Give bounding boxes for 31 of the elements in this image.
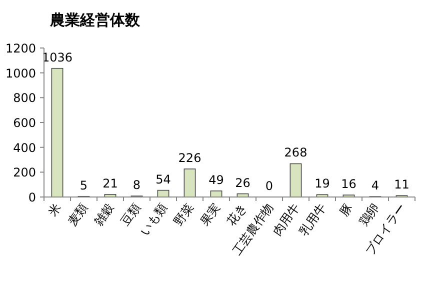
data-label: 49 — [208, 172, 224, 187]
y-tick-label: 400 — [13, 140, 36, 155]
x-tick-label: 豚 — [336, 200, 356, 219]
data-label: 226 — [178, 150, 202, 165]
x-tick-label: 果実 — [197, 200, 223, 228]
data-label: 26 — [235, 176, 250, 190]
x-tick-label: 米 — [45, 200, 64, 219]
y-tick-label: 1200 — [5, 42, 36, 56]
y-tick-label: 600 — [13, 116, 36, 130]
data-label: 5 — [80, 178, 88, 192]
data-label: 21 — [102, 176, 118, 190]
data-label: 19 — [314, 176, 330, 191]
data-label: 4 — [371, 178, 380, 193]
x-tick-label: 麦類 — [64, 200, 90, 228]
data-label: 268 — [284, 146, 308, 160]
x-tick-label: 豆類 — [118, 200, 144, 228]
y-tick-label: 200 — [13, 166, 36, 180]
data-label: 1036 — [42, 50, 73, 64]
y-tick-label: 800 — [13, 91, 36, 106]
data-label: 8 — [132, 178, 141, 192]
x-tick-label: 野菜 — [170, 200, 196, 228]
data-label: 0 — [265, 179, 274, 193]
data-label: 16 — [341, 177, 356, 192]
chart-title: 農業経営体数 — [49, 11, 141, 29]
x-tick-label: 雑穀 — [91, 200, 117, 228]
x-tick-label: 鶏卵 — [356, 200, 382, 228]
data-label: 11 — [394, 178, 410, 192]
data-label: 54 — [156, 172, 171, 186]
y-tick-label: 0 — [28, 190, 36, 204]
y-tick-label: 1000 — [5, 66, 36, 80]
x-tick-label: 乳用牛 — [296, 200, 329, 238]
